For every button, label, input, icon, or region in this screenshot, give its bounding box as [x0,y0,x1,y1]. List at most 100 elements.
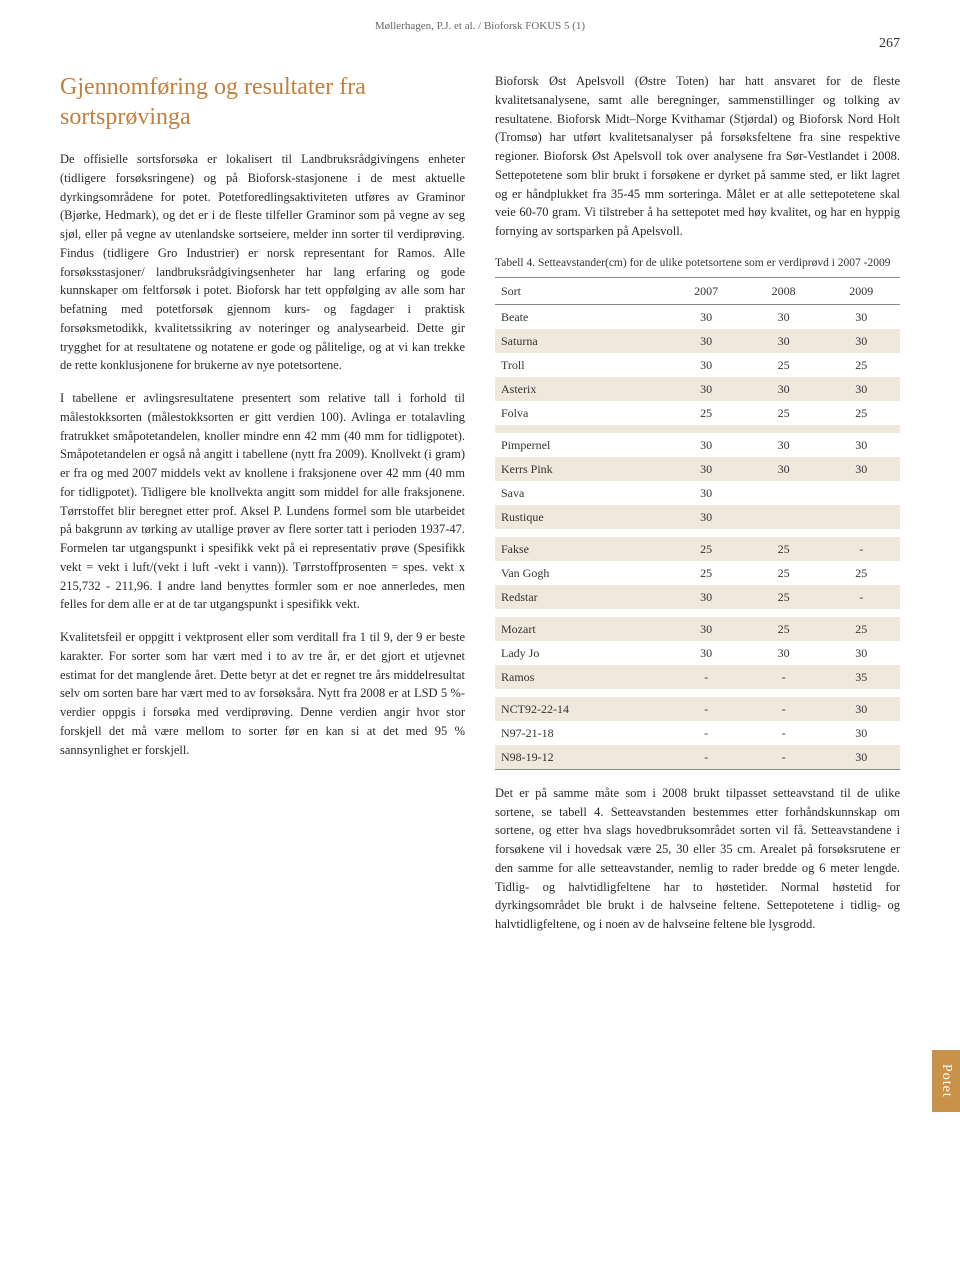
table-cell: Rustique [495,505,667,529]
table-cell: 30 [667,457,745,481]
table-cell: 25 [667,537,745,561]
table-cell: 30 [822,377,900,401]
running-head: Møllerhagen, P.J. et al. / Bioforsk FOKU… [60,20,900,32]
table-cell: - [667,665,745,689]
table-cell [745,481,823,505]
table-cell: 25 [822,561,900,585]
table-cell: 30 [745,304,823,329]
table-header: Sort [495,277,667,304]
table-row: N98-19-12--30 [495,745,900,770]
table-cell: Pimpernel [495,433,667,457]
body-paragraph: Kvalitetsfeil er oppgitt i vektprosent e… [60,628,465,759]
table-cell: 30 [822,721,900,745]
table-cell: 30 [667,585,745,609]
table-row: N97-21-18--30 [495,721,900,745]
table-cell: Redstar [495,585,667,609]
table-cell: Kerrs Pink [495,457,667,481]
table-row: Kerrs Pink303030 [495,457,900,481]
table-row: Lady Jo303030 [495,641,900,665]
table-row: Fakse2525- [495,537,900,561]
table-cell: 25 [822,353,900,377]
table-cell: 30 [822,304,900,329]
body-paragraph: I tabellene er avlingsresultatene presen… [60,389,465,614]
side-tab: Potet [932,1050,960,1112]
table-cell [822,505,900,529]
table-header: 2009 [822,277,900,304]
page-number: 267 [60,36,900,52]
table-cell: - [745,745,823,770]
table-cell: - [822,585,900,609]
table-cell: - [667,721,745,745]
table-cell: 25 [667,561,745,585]
table-header: 2007 [667,277,745,304]
table-cell: 30 [822,745,900,770]
table-cell: Asterix [495,377,667,401]
table-cell: 30 [745,329,823,353]
table-cell: Saturna [495,329,667,353]
table-cell: 30 [667,617,745,641]
table-cell: N97-21-18 [495,721,667,745]
body-paragraph: Det er på samme måte som i 2008 brukt ti… [495,784,900,934]
table-cell: Fakse [495,537,667,561]
table-cell: Van Gogh [495,561,667,585]
table-cell [745,505,823,529]
table-row: Beate303030 [495,304,900,329]
table-cell: 30 [667,641,745,665]
table-row: Troll302525 [495,353,900,377]
table-cell: 30 [667,377,745,401]
table-row: Van Gogh252525 [495,561,900,585]
table-cell: 30 [667,329,745,353]
table-cell: Troll [495,353,667,377]
table-cell: - [822,537,900,561]
table-cell: 25 [745,585,823,609]
table-cell: 30 [822,329,900,353]
table-cell: 30 [667,433,745,457]
table-row: Pimpernel303030 [495,433,900,457]
table-row: Ramos--35 [495,665,900,689]
table-cell: 30 [667,304,745,329]
table-cell: 30 [745,377,823,401]
table-row: Rustique30 [495,505,900,529]
table-cell: Sava [495,481,667,505]
table-cell: Beate [495,304,667,329]
section-title: Gjennomføring og resultater fra sortsprø… [60,72,465,132]
table-cell: Folva [495,401,667,425]
table-cell: N98-19-12 [495,745,667,770]
table-cell: 30 [745,457,823,481]
table-row: Redstar3025- [495,585,900,609]
body-paragraph: Bioforsk Øst Apelsvoll (Østre Toten) har… [495,72,900,241]
table-cell: 25 [745,537,823,561]
table-cell: Mozart [495,617,667,641]
table-row: Asterix303030 [495,377,900,401]
table-cell: NCT92-22-14 [495,697,667,721]
table-cell: 25 [745,561,823,585]
table-cell: 25 [745,353,823,377]
table-spacer [495,609,900,617]
setteavstander-table: Sort 2007 2008 2009 Beate303030Saturna30… [495,277,900,770]
table-cell: 30 [822,457,900,481]
table-cell: 30 [822,433,900,457]
table-cell: Ramos [495,665,667,689]
table-cell: 25 [745,617,823,641]
table-cell: 30 [745,641,823,665]
table-spacer [495,689,900,697]
table-cell: 25 [822,401,900,425]
table-cell: 25 [667,401,745,425]
table-header: 2008 [745,277,823,304]
table-cell: 30 [667,481,745,505]
table-cell: - [667,745,745,770]
table-cell: 30 [822,641,900,665]
table-cell: - [745,697,823,721]
left-column: Gjennomføring og resultater fra sortsprø… [60,72,465,948]
right-column: Bioforsk Øst Apelsvoll (Østre Toten) har… [495,72,900,948]
table-cell: 25 [745,401,823,425]
table-caption: Tabell 4. Setteavstander(cm) for de ulik… [495,255,900,271]
table-row: NCT92-22-14--30 [495,697,900,721]
table-spacer [495,425,900,433]
table-row: Saturna303030 [495,329,900,353]
body-paragraph: De offisielle sortsforsøka er lokalisert… [60,150,465,375]
table-cell: 30 [822,697,900,721]
table-cell: 30 [667,353,745,377]
table-cell: 35 [822,665,900,689]
table-row: Mozart302525 [495,617,900,641]
